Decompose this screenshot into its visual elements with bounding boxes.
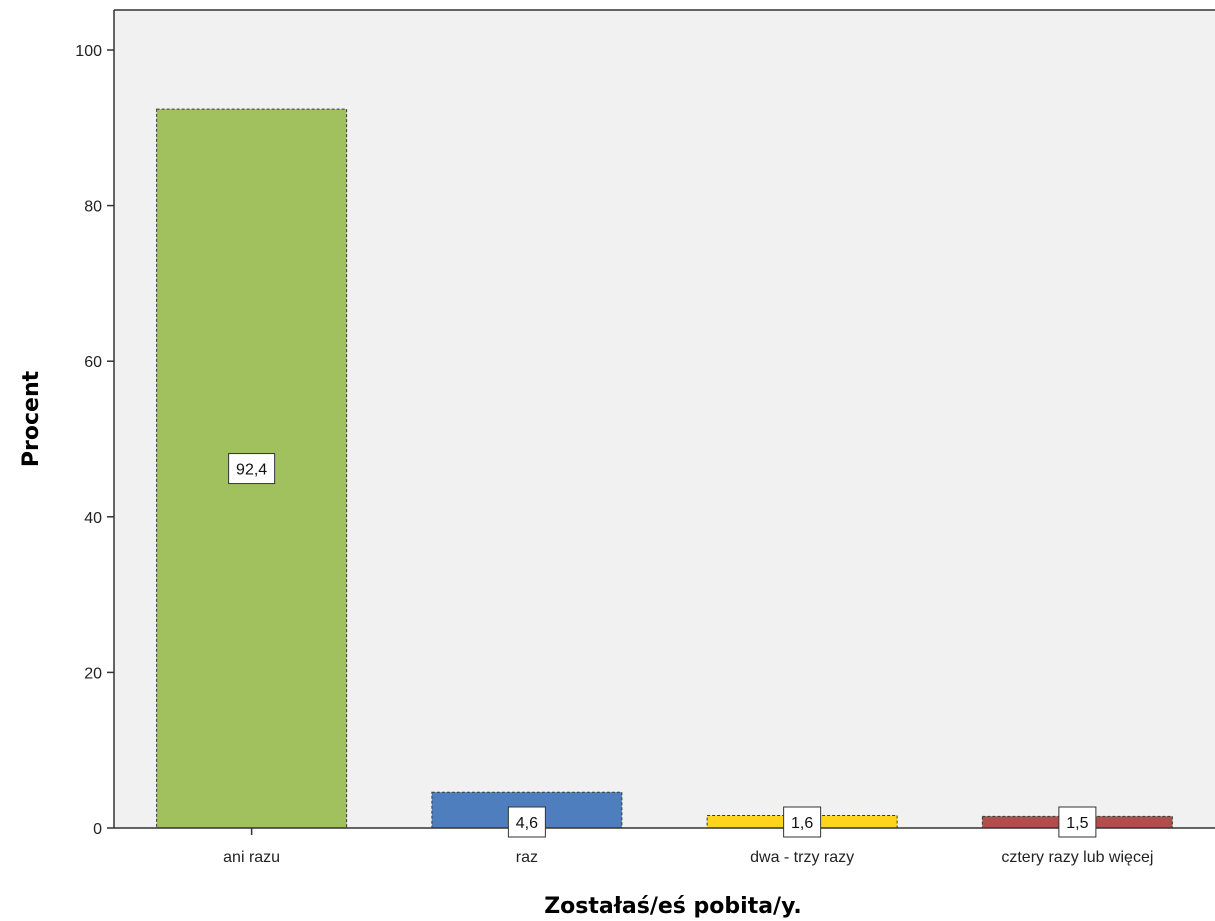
x-tick-label: dwa - trzy razy: [750, 849, 854, 866]
data-label-box: [228, 453, 276, 485]
data-label: 1,5: [1066, 815, 1088, 832]
x-ticks: ani razu raz dwa - trzy razy cztery razy lu…: [223, 828, 1153, 866]
data-label: 4,6: [516, 815, 538, 832]
data-label: 92,4: [236, 462, 267, 479]
y-axis-title: Procent: [19, 370, 44, 467]
y-tick-label: 100: [75, 43, 102, 60]
data-labels: 92,4 4,6 1,6 1,5: [228, 453, 1097, 838]
data-label-box: [1058, 806, 1097, 838]
x-tick-label: ani razu: [223, 849, 280, 866]
data-label: 1,6: [791, 815, 813, 832]
y-tick-label: 60: [84, 354, 102, 371]
x-axis-title: Zostałaś/eś pobita/y.: [544, 894, 802, 919]
data-label-box: [507, 806, 546, 838]
x-tick-label: cztery razy lub więcej: [1001, 849, 1153, 866]
x-tick-label: raz: [516, 849, 538, 866]
y-tick-label: 0: [93, 821, 102, 838]
y-tick-label: 80: [84, 199, 102, 216]
y-ticks: 0 20 40 60 80 100: [75, 43, 114, 838]
y-tick-label: 20: [84, 665, 102, 682]
data-label-box: [783, 806, 822, 838]
y-tick-label: 40: [84, 510, 102, 527]
